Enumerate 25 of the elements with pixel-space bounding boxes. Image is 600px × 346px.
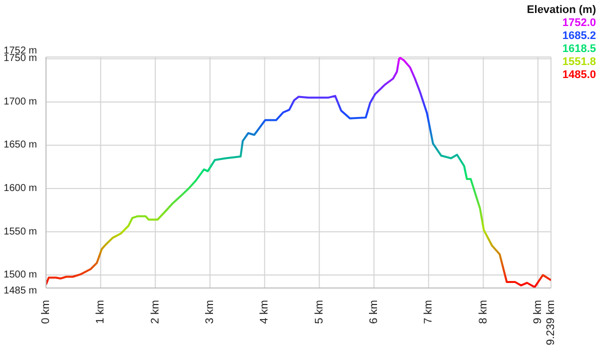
x-tick-label: 7 km <box>422 300 435 324</box>
x-tick-label: 9 km <box>532 300 544 324</box>
x-tick-label: 3 km <box>204 300 216 324</box>
y-tick-label: 1750 m <box>4 53 37 64</box>
x-tick-label: 8 km <box>477 300 490 324</box>
text: 1485.0 <box>561 69 596 82</box>
x-tick-label: 1 km <box>94 300 107 324</box>
text: 1685.2 <box>561 30 596 43</box>
legend-title: Elevation (m) <box>526 4 596 17</box>
text: 1752.0 <box>561 17 596 30</box>
x-tick-label: 4 km <box>258 300 271 324</box>
y-tick-label: 1700 m <box>4 96 37 108</box>
x-tick-label: 0 km <box>40 300 52 324</box>
y-tick-label: 1600 m <box>4 183 37 194</box>
x-tick-label: 6 km <box>368 300 380 324</box>
x-tick-label: 2 km <box>149 300 162 324</box>
x-tick-label: 9.239 km <box>545 300 557 346</box>
y-tick-label: 1485 m <box>4 286 37 296</box>
y-tick-label: 1500 m <box>4 270 37 281</box>
x-tick-label: 5 km <box>313 300 326 324</box>
text: 1551.8 <box>561 56 596 69</box>
y-tick-label: 1550 m <box>4 226 37 238</box>
line-series <box>46 57 551 288</box>
text: 1618.5 <box>561 43 596 56</box>
y-tick-label: 1650 m <box>4 140 37 151</box>
